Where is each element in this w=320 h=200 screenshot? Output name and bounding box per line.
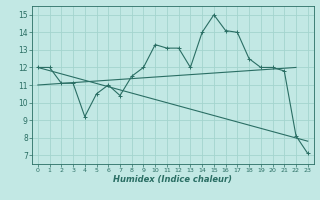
X-axis label: Humidex (Indice chaleur): Humidex (Indice chaleur)	[113, 175, 232, 184]
